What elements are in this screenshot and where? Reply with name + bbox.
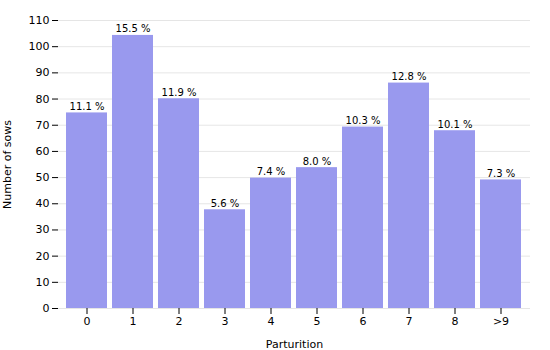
svg-text:5.6 %: 5.6 % xyxy=(211,198,240,209)
svg-text:12.8 %: 12.8 % xyxy=(392,71,427,82)
svg-text:Number of sows: Number of sows xyxy=(1,120,14,209)
svg-text:5: 5 xyxy=(314,315,321,328)
svg-text:8.0 %: 8.0 % xyxy=(303,156,332,167)
svg-text:7.3 %: 7.3 % xyxy=(487,168,516,179)
svg-text:11.9 %: 11.9 % xyxy=(162,87,197,98)
svg-text:20: 20 xyxy=(36,250,50,263)
svg-text:3: 3 xyxy=(222,315,229,328)
svg-text:7: 7 xyxy=(406,315,413,328)
svg-text:10: 10 xyxy=(36,276,50,289)
svg-text:90: 90 xyxy=(36,66,50,79)
svg-text:30: 30 xyxy=(36,223,50,236)
svg-text:80: 80 xyxy=(36,93,50,106)
svg-text:4: 4 xyxy=(268,315,275,328)
svg-text:15.5 %: 15.5 % xyxy=(116,23,151,34)
svg-text:100: 100 xyxy=(29,40,50,53)
svg-text:>9: >9 xyxy=(493,315,509,328)
svg-text:50: 50 xyxy=(36,171,50,184)
svg-text:6: 6 xyxy=(360,315,367,328)
svg-text:40: 40 xyxy=(36,197,50,210)
svg-text:Parturition: Parturition xyxy=(266,338,323,350)
svg-text:60: 60 xyxy=(36,145,50,158)
svg-text:10.1 %: 10.1 % xyxy=(438,119,473,130)
svg-text:110: 110 xyxy=(29,14,50,27)
svg-text:11.1 %: 11.1 % xyxy=(70,101,105,112)
svg-text:2: 2 xyxy=(176,315,183,328)
svg-text:0: 0 xyxy=(84,315,91,328)
svg-text:0: 0 xyxy=(43,302,50,315)
svg-text:7.4 %: 7.4 % xyxy=(257,166,286,177)
svg-text:8: 8 xyxy=(452,315,459,328)
svg-text:70: 70 xyxy=(36,119,50,132)
svg-text:10.3 %: 10.3 % xyxy=(346,115,381,126)
svg-text:1: 1 xyxy=(130,315,137,328)
